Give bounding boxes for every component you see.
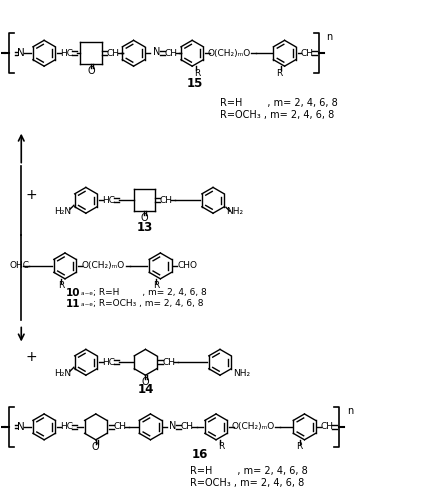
- Text: CH: CH: [165, 48, 178, 58]
- Text: HC: HC: [102, 196, 115, 205]
- Text: 10: 10: [66, 288, 81, 298]
- Text: H₂N: H₂N: [55, 206, 72, 216]
- Text: R=H        , m= 2, 4, 6, 8: R=H , m= 2, 4, 6, 8: [220, 98, 338, 108]
- Text: O(CH₂)ₘO: O(CH₂)ₘO: [231, 422, 275, 432]
- Text: ₐ₋ₑ; R=OCH₃ , m= 2, 4, 6, 8: ₐ₋ₑ; R=OCH₃ , m= 2, 4, 6, 8: [81, 299, 203, 308]
- Text: 13: 13: [136, 220, 153, 234]
- Text: R=OCH₃ , m= 2, 4, 6, 8: R=OCH₃ , m= 2, 4, 6, 8: [220, 110, 334, 120]
- Text: CH: CH: [160, 196, 173, 205]
- Text: HC: HC: [60, 422, 73, 432]
- Text: CH: CH: [113, 422, 126, 432]
- Text: 11: 11: [66, 298, 81, 308]
- Text: +: +: [26, 350, 37, 364]
- Text: CH: CH: [301, 48, 314, 58]
- Text: CH: CH: [163, 358, 176, 367]
- Text: n: n: [347, 406, 353, 416]
- Text: R: R: [194, 68, 200, 78]
- Text: NH₂: NH₂: [233, 368, 250, 378]
- Text: R: R: [297, 442, 303, 452]
- Text: O: O: [142, 377, 149, 387]
- Text: CHO: CHO: [177, 262, 197, 270]
- Text: N: N: [18, 48, 25, 58]
- Text: O(CH₂)ₘO: O(CH₂)ₘO: [207, 48, 250, 58]
- Text: R=OCH₃ , m= 2, 4, 6, 8: R=OCH₃ , m= 2, 4, 6, 8: [190, 478, 304, 488]
- Text: 14: 14: [137, 382, 154, 396]
- Text: N: N: [18, 422, 25, 432]
- Text: +: +: [26, 188, 37, 202]
- Text: H₂N: H₂N: [55, 368, 72, 378]
- Text: n: n: [326, 32, 333, 42]
- Text: CH: CH: [321, 422, 334, 432]
- Text: N: N: [169, 421, 176, 431]
- Text: 16: 16: [192, 448, 208, 461]
- Text: R: R: [276, 68, 283, 78]
- Text: O: O: [87, 66, 95, 76]
- Text: R: R: [58, 282, 64, 290]
- Text: OHC: OHC: [9, 262, 29, 270]
- Text: R: R: [153, 282, 160, 290]
- Text: CH: CH: [181, 422, 194, 432]
- Text: HC: HC: [102, 358, 115, 367]
- Text: O: O: [92, 442, 99, 452]
- Text: 15: 15: [187, 76, 203, 90]
- Text: NH₂: NH₂: [226, 206, 243, 216]
- Text: O(CH₂)ₘO: O(CH₂)ₘO: [81, 262, 125, 270]
- Text: N: N: [153, 48, 160, 58]
- Text: O: O: [141, 213, 148, 223]
- Text: R: R: [218, 442, 224, 452]
- Text: HC: HC: [60, 48, 73, 58]
- Text: ₐ₋ₑ; R=H        , m= 2, 4, 6, 8: ₐ₋ₑ; R=H , m= 2, 4, 6, 8: [81, 288, 207, 297]
- Text: R=H        , m= 2, 4, 6, 8: R=H , m= 2, 4, 6, 8: [190, 466, 308, 475]
- Text: CH: CH: [106, 48, 119, 58]
